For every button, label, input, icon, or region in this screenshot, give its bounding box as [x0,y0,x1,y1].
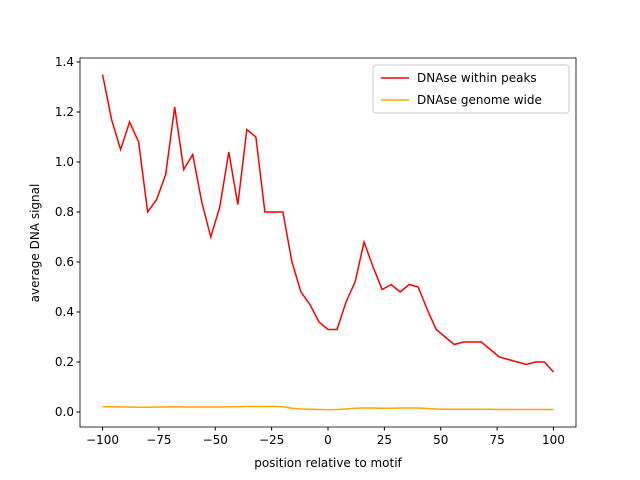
x-tick-label: −75 [146,433,171,447]
series-line [102,405,554,411]
x-tick-label: 100 [542,433,565,447]
plot-frame [79,57,577,428]
y-tick-label: 0.4 [55,305,74,319]
x-tick-label: −50 [203,433,228,447]
y-tick-label: 1.0 [55,155,74,169]
x-tick-label: 25 [377,433,392,447]
x-axis-label: position relative to motif [254,456,402,470]
x-tick-label: 0 [324,433,332,447]
legend-label: DNAse within peaks [417,71,537,85]
y-tick-label: 1.4 [55,55,74,69]
x-tick-label: 75 [489,433,504,447]
y-tick-label: 0.2 [55,355,74,369]
legend-label: DNAse genome wide [417,93,542,107]
y-tick-label: 0.6 [55,255,74,269]
x-tick-label: −25 [259,433,284,447]
y-tick-label: 0.8 [55,205,74,219]
y-axis-label: average DNA signal [28,184,42,303]
x-tick-label: 50 [433,433,448,447]
x-tick-label: −100 [86,433,119,447]
y-tick-label: 0.0 [55,405,74,419]
y-tick-label: 1.2 [55,105,74,119]
legend-box [372,64,570,114]
series-line [101,74,555,373]
